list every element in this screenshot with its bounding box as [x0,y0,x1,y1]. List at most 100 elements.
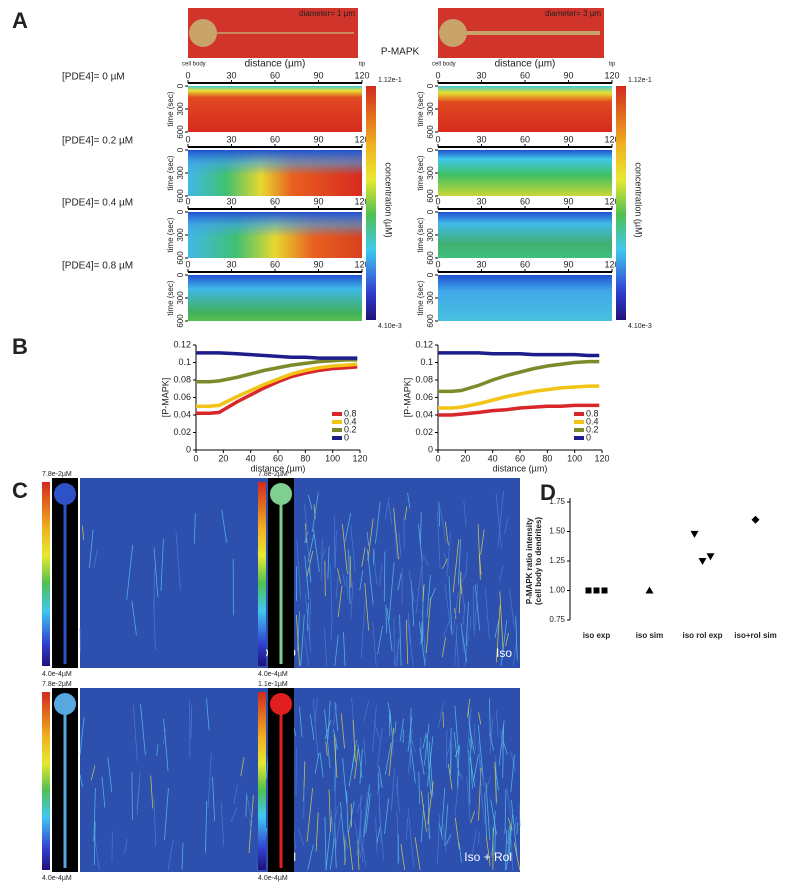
micrograph-streak [470,811,475,824]
micrograph-streak [307,494,313,510]
micrograph-streak [390,768,396,811]
micrograph-streak [494,761,497,803]
micrograph-streak [220,802,225,847]
micrograph-streak [315,812,319,852]
y-tick-label: 300 [426,228,435,242]
image-label: Iso + Rol [464,850,512,864]
micrograph-streak [497,491,504,547]
micrograph-streak [501,728,504,753]
y-tick-label: 300 [426,102,435,116]
micrograph-streak [495,493,502,548]
micrograph-streak [443,824,447,852]
micrograph-streak [350,581,354,619]
x-tick-label: 40 [488,453,498,463]
x-tick-label: 90 [313,134,323,144]
micrograph-streak [350,525,356,572]
x-tick-label: 120 [352,453,367,463]
micrograph-streak [388,501,393,524]
x-tick-label: iso exp [583,631,611,640]
micrograph-streak [518,803,521,827]
micrograph-streak [396,782,400,813]
micrograph-streak [240,756,245,777]
neuron-soma [54,483,76,505]
micrograph-streak [499,591,504,650]
micrograph-streak [190,705,193,739]
micrograph-streak [376,779,383,795]
micrograph-streak [466,707,472,753]
micrograph-streak [438,501,441,527]
colorbar [42,692,50,870]
micrograph-streak [505,633,509,647]
micrograph-streak [352,719,356,762]
micrograph-streak [478,741,482,788]
colorbar [366,86,376,320]
y-tick-label: 1.00 [549,586,565,595]
neuron-soma [54,693,76,715]
micrograph-streak [297,828,305,846]
micrograph-streak [366,549,374,605]
micrograph-streak [296,540,302,599]
micrograph-streak [156,744,159,757]
micrograph-streak [507,817,513,831]
y-tick-label: 300 [176,102,185,116]
micrograph-streak [304,531,309,544]
y-axis-label: time (sec) [166,91,175,126]
micrograph-streak [383,551,386,602]
micrograph-streak [500,730,503,749]
micrograph-streak [510,754,515,793]
micrograph-streak [324,560,326,597]
micrograph-streak [340,713,345,749]
micrograph-streak [427,736,434,787]
heatmap-overlay [188,150,362,196]
micrograph-streak [498,565,504,582]
micrograph-streak [422,554,430,567]
micrograph-streak [467,698,471,718]
y-tick-label: 1.75 [549,497,565,506]
micrograph-streak [351,740,358,771]
y-tick-label: 0 [176,83,185,88]
colorbar-label: concentration (µM) [634,162,644,237]
heatmap-overlay [188,212,362,258]
micrograph-streak [194,513,196,544]
cell-diagram: diameter= 3 µm [438,8,604,58]
micrograph-streak [324,709,331,769]
micrograph-streak [491,810,496,857]
micrograph-streak [131,600,137,636]
heatmap [438,275,612,321]
micrograph-streak [90,765,96,781]
micrograph-streak [373,549,378,585]
data-line [196,358,358,384]
micrograph-streak [212,776,216,822]
micrograph-streak [378,783,382,842]
micrograph-streak [374,501,381,544]
micrograph-streak [306,787,313,842]
micrograph-streak [304,555,310,600]
micrograph-streak [420,804,425,842]
colorbar-max: 7.8e-2µM [42,471,72,478]
y-tick-label: 600 [176,314,185,328]
y-tick-label: 1.25 [549,556,565,565]
micrograph-streak [489,733,495,751]
y-tick-label: 0 [186,444,191,454]
x-tick-label: 30 [476,259,486,269]
x-axis-label: distance (µm) [493,463,548,473]
y-tick-label: 600 [426,314,435,328]
micrograph-streak [362,844,367,866]
data-line [438,403,600,417]
micrograph-streak [314,752,320,774]
y-axis-label: [P-MAPK] [160,378,170,418]
y-tick-label: 0.04 [173,409,191,419]
x-tick-label: 120 [354,259,369,269]
y-tick-label: 300 [176,166,185,180]
y-axis-label: time (sec) [166,217,175,252]
x-tick-label: 40 [246,453,256,463]
micrograph-streak [359,570,364,591]
micrograph-streak [462,602,466,626]
micrograph-streak [304,637,310,667]
micrograph-streak [478,832,480,844]
x-tick-label: 30 [476,196,486,206]
colorbar [42,482,50,666]
micrograph-streak [460,573,467,586]
micrograph-streak [307,844,314,871]
y-tick-label: 300 [176,228,185,242]
